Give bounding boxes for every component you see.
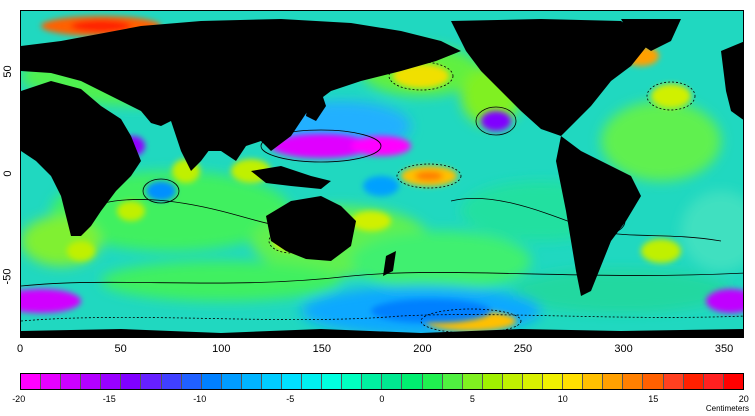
colorbar-tick-label: 15 bbox=[648, 394, 659, 404]
y-tick-label: 0 bbox=[1, 170, 14, 177]
colorbar-swatch bbox=[501, 374, 522, 389]
land-masses bbox=[21, 19, 743, 337]
sea-level-anomaly-map bbox=[20, 10, 744, 338]
land-new-zealand bbox=[383, 251, 396, 276]
colorbar-swatch bbox=[401, 374, 422, 389]
colorbar-tick-label: 5 bbox=[469, 394, 475, 404]
colorbar-swatch bbox=[180, 374, 201, 389]
colorbar-tick-label: -10 bbox=[193, 394, 207, 404]
x-tick-label: 200 bbox=[413, 343, 432, 355]
colorbar-swatch bbox=[481, 374, 502, 389]
x-tick-label: 350 bbox=[714, 343, 734, 355]
colorbar-tick-label: -5 bbox=[286, 394, 295, 404]
land-eurasia bbox=[21, 19, 461, 161]
x-tick-label: 50 bbox=[114, 343, 127, 355]
colorbar-swatch bbox=[140, 374, 161, 389]
x-tick-label: 300 bbox=[614, 343, 633, 355]
colorbar-swatch bbox=[160, 374, 181, 389]
colorbar-swatch bbox=[461, 374, 482, 389]
land-north-america bbox=[451, 19, 651, 136]
y-tick-label: 50 bbox=[1, 64, 14, 78]
colorbar-swatch bbox=[321, 374, 342, 389]
colorbar-tick-label: 0 bbox=[379, 394, 385, 404]
colorbar-swatch bbox=[281, 374, 302, 389]
colorbar-swatch bbox=[381, 374, 402, 389]
colorbar-swatch bbox=[21, 374, 41, 389]
land-europe-east-edge bbox=[721, 41, 743, 120]
y-tick-label: -50 bbox=[1, 268, 14, 284]
colorbar-swatch bbox=[642, 374, 663, 389]
colorbar-swatch bbox=[361, 374, 382, 389]
colorbar-tick-label: 10 bbox=[557, 394, 568, 404]
colorbar-swatch bbox=[682, 374, 703, 389]
colorbar-swatch bbox=[100, 374, 121, 389]
colorbar-swatch bbox=[622, 374, 643, 389]
colorbar-swatch bbox=[542, 374, 563, 389]
colorbar-swatch bbox=[60, 374, 81, 389]
colorbar-swatch bbox=[521, 374, 543, 389]
colorbar-swatch bbox=[702, 374, 723, 389]
colorbar-swatch bbox=[341, 374, 362, 389]
x-tick-label: 0 bbox=[17, 343, 24, 355]
colorbar-swatch bbox=[220, 374, 241, 389]
colorbar-swatch bbox=[80, 374, 101, 389]
colorbar-swatch bbox=[602, 374, 623, 389]
colorbar-swatch bbox=[582, 374, 603, 389]
colorbar-tick-label: -20 bbox=[12, 394, 26, 404]
colorbar-swatch bbox=[562, 374, 583, 389]
colorbar-units-label: Centimeters bbox=[705, 404, 749, 413]
colorbar-swatch bbox=[421, 374, 442, 389]
land-antarctica bbox=[21, 329, 743, 337]
land-indonesia bbox=[251, 166, 331, 189]
map-plot-area bbox=[21, 11, 743, 337]
x-tick-label: 100 bbox=[212, 343, 231, 355]
colorbar-swatch bbox=[662, 374, 683, 389]
colorbar-swatch bbox=[200, 374, 221, 389]
land-india bbox=[171, 121, 216, 171]
land-australia bbox=[266, 196, 356, 261]
colorbar-swatch bbox=[441, 374, 462, 389]
colorbar-swatch bbox=[301, 374, 322, 389]
x-tick-label: 250 bbox=[513, 343, 533, 355]
colorbar-swatch bbox=[120, 374, 141, 389]
colorbar-swatch bbox=[240, 374, 261, 389]
colorbar-tick-label: 20 bbox=[738, 394, 749, 404]
land-africa bbox=[21, 81, 141, 236]
colorbar-swatch bbox=[40, 374, 61, 389]
x-tick-label: 150 bbox=[312, 343, 332, 355]
land-japan bbox=[306, 91, 326, 121]
colorbar bbox=[20, 373, 744, 390]
land-greenland bbox=[621, 19, 681, 51]
colorbar-swatch bbox=[260, 374, 282, 389]
colorbar-swatch bbox=[722, 374, 743, 389]
land-south-america bbox=[556, 136, 641, 296]
colorbar-tick-label: -15 bbox=[102, 394, 116, 404]
